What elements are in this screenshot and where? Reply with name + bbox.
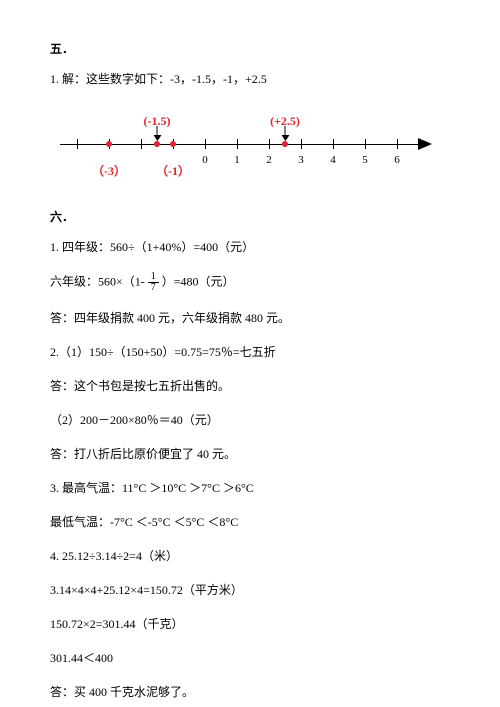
number-line-tick <box>237 139 238 149</box>
number-line-diagram: 0123456（-3）(-1.5)（-1）(+2.5) <box>60 104 440 184</box>
number-line-tick <box>397 139 398 149</box>
number-line-point-label: （-3） <box>92 162 126 180</box>
number-line-arrowhead <box>418 138 432 150</box>
number-line-number: 6 <box>394 152 400 169</box>
number-line-number: 5 <box>362 152 368 169</box>
s6-q3-l1: 3. 最高气温：11°C ＞10°C ＞7°C ＞6°C <box>50 479 450 497</box>
number-line-tick <box>269 139 270 149</box>
number-line-axis <box>60 144 420 145</box>
section-5-heading: 五． <box>50 40 450 58</box>
s6-q4-l4: 301.44＜400 <box>50 649 450 667</box>
s6-q2-l1: 2.（1）150÷（150+50）=0.75=75％=七五折 <box>50 343 450 361</box>
s6-q4-ans: 答：买 400 千克水泥够了。 <box>50 683 450 701</box>
s6-q2-a1: 答：这个书包是按七五折出售的。 <box>50 377 450 395</box>
s6-q4-l1: 4. 25.12÷3.14÷2=4（米） <box>50 547 450 565</box>
s6-q1-l2-post: ）=480（元） <box>162 274 235 288</box>
fraction-1-7: 17 <box>148 272 159 293</box>
number-line-number: 2 <box>266 152 272 169</box>
s6-q4-l3: 150.72×2=301.44（千克） <box>50 615 450 633</box>
number-line-tick <box>301 139 302 149</box>
number-line-number: 0 <box>202 152 208 169</box>
number-line-arrow-down <box>157 126 158 140</box>
s6-q2-l2: （2）200－200×80％＝40（元） <box>50 411 450 429</box>
s6-q1-l1: 1. 四年级：560÷（1+40%）=400（元） <box>50 238 450 256</box>
fraction-den: 7 <box>148 283 159 293</box>
number-line-tick <box>141 139 142 149</box>
number-line-tick <box>77 139 78 149</box>
s6-q1-l2: 六年级：560×（1-17）=480（元） <box>50 272 450 293</box>
number-line-point <box>154 141 160 147</box>
number-line-tick <box>205 139 206 149</box>
s6-q2-a2: 答：打八折后比原价便宜了 40 元。 <box>50 445 450 463</box>
number-line-number: 4 <box>330 152 336 169</box>
number-line-point-label: （-1） <box>156 162 190 180</box>
section-6-heading: 六． <box>50 208 450 226</box>
s6-q1-ans: 答：四年级捐款 400 元，六年级捐款 480 元。 <box>50 309 450 327</box>
number-line-arrow-down <box>285 126 286 140</box>
number-line-point <box>170 141 176 147</box>
s5-p1: 1. 解：这些数字如下：-3，-1.5，-1，+2.5 <box>50 70 450 88</box>
number-line-tick <box>333 139 334 149</box>
number-line-number: 1 <box>234 152 240 169</box>
s6-q3-l2: 最低气温：-7°C ＜-5°C ＜5°C ＜8°C <box>50 513 450 531</box>
number-line-point <box>106 141 112 147</box>
s6-q1-l2-pre: 六年级：560×（1- <box>50 274 145 288</box>
number-line-tick <box>365 139 366 149</box>
s6-q4-l2: 3.14×4×4+25.12×4=150.72（平方米） <box>50 581 450 599</box>
number-line-point <box>282 141 288 147</box>
number-line-number: 3 <box>298 152 304 169</box>
